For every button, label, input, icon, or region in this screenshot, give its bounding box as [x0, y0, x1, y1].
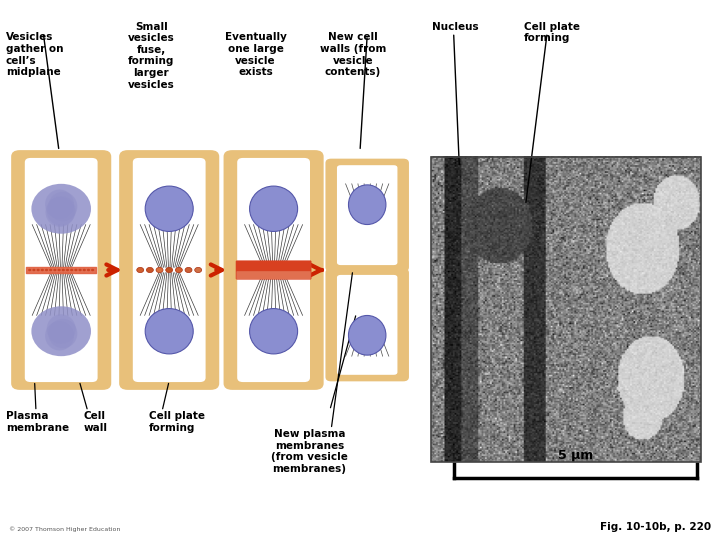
- Text: Eventually
one large
vesicle
exists: Eventually one large vesicle exists: [225, 32, 287, 77]
- Ellipse shape: [348, 315, 386, 355]
- Text: Fig. 10-10b, p. 220: Fig. 10-10b, p. 220: [600, 522, 711, 532]
- Ellipse shape: [45, 321, 74, 350]
- Circle shape: [176, 267, 182, 273]
- FancyBboxPatch shape: [119, 150, 220, 390]
- Circle shape: [53, 269, 57, 271]
- Text: Cell
wall: Cell wall: [84, 411, 107, 433]
- FancyBboxPatch shape: [325, 268, 409, 381]
- Circle shape: [32, 269, 35, 271]
- FancyBboxPatch shape: [132, 158, 206, 382]
- Ellipse shape: [48, 319, 77, 348]
- Ellipse shape: [348, 185, 386, 225]
- Text: Cell plate
forming: Cell plate forming: [524, 22, 580, 43]
- Text: New cell
walls (from
vesicle
contents): New cell walls (from vesicle contents): [320, 32, 386, 77]
- Circle shape: [49, 269, 53, 271]
- Circle shape: [28, 269, 32, 271]
- Ellipse shape: [45, 198, 74, 227]
- Circle shape: [87, 269, 90, 271]
- Text: 5 μm: 5 μm: [558, 449, 593, 462]
- Text: Vesicles
gather on
cell’s
midplane: Vesicles gather on cell’s midplane: [6, 32, 63, 77]
- Ellipse shape: [45, 190, 74, 219]
- Ellipse shape: [250, 308, 297, 354]
- Ellipse shape: [32, 184, 91, 234]
- Circle shape: [45, 269, 48, 271]
- Text: © 2007 Thomson Higher Education: © 2007 Thomson Higher Education: [9, 526, 120, 532]
- FancyBboxPatch shape: [223, 150, 324, 390]
- Ellipse shape: [47, 314, 76, 344]
- Circle shape: [156, 267, 163, 273]
- Ellipse shape: [48, 192, 77, 221]
- FancyBboxPatch shape: [325, 159, 409, 272]
- Text: Small
vesicles
fuse,
forming
larger
vesicles: Small vesicles fuse, forming larger vesi…: [128, 22, 174, 90]
- FancyBboxPatch shape: [337, 165, 397, 265]
- Circle shape: [185, 267, 192, 273]
- FancyBboxPatch shape: [235, 260, 312, 280]
- Circle shape: [137, 267, 144, 273]
- Ellipse shape: [145, 186, 193, 232]
- Circle shape: [70, 269, 73, 271]
- Text: Nucleus: Nucleus: [432, 22, 479, 32]
- Circle shape: [83, 269, 86, 271]
- Ellipse shape: [145, 308, 193, 354]
- Circle shape: [58, 269, 60, 271]
- FancyBboxPatch shape: [12, 150, 112, 390]
- Circle shape: [74, 269, 78, 271]
- Circle shape: [78, 269, 82, 271]
- Ellipse shape: [250, 186, 297, 232]
- Circle shape: [166, 267, 173, 273]
- Circle shape: [40, 269, 44, 271]
- Circle shape: [194, 267, 202, 273]
- Ellipse shape: [47, 197, 76, 226]
- Circle shape: [91, 269, 94, 271]
- FancyBboxPatch shape: [24, 158, 98, 382]
- FancyBboxPatch shape: [337, 275, 397, 375]
- FancyBboxPatch shape: [237, 158, 310, 382]
- Text: Cell plate
forming: Cell plate forming: [149, 411, 205, 433]
- Ellipse shape: [32, 306, 91, 356]
- Text: New plasma
membranes
(from vesicle
membranes): New plasma membranes (from vesicle membr…: [271, 429, 348, 474]
- Circle shape: [37, 269, 40, 271]
- Circle shape: [146, 267, 153, 273]
- Text: Plasma
membrane: Plasma membrane: [6, 411, 69, 433]
- Circle shape: [66, 269, 69, 271]
- FancyBboxPatch shape: [236, 271, 311, 279]
- Circle shape: [62, 269, 65, 271]
